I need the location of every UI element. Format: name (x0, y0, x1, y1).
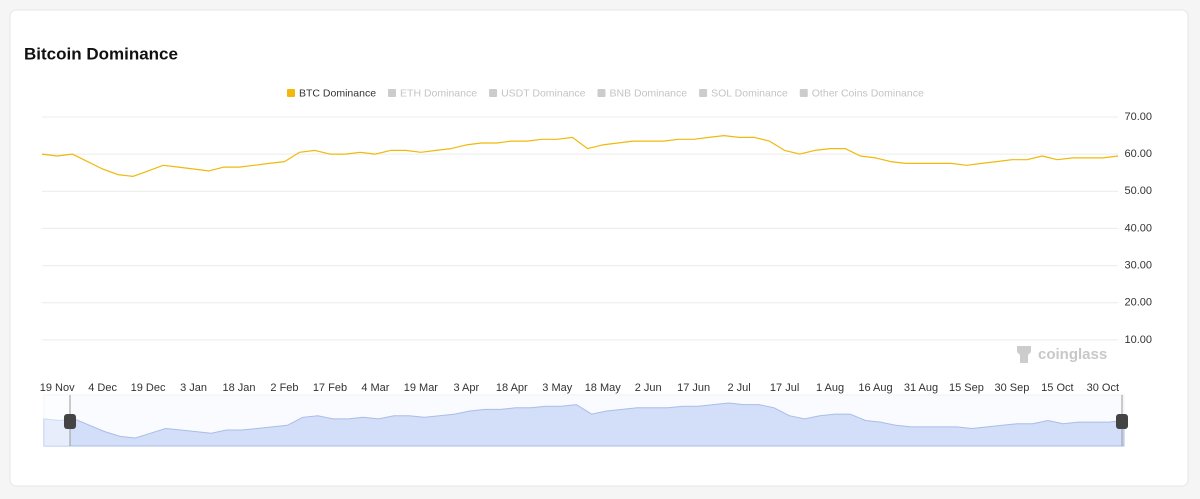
y-tick-label: 50.00 (1124, 185, 1152, 197)
legend-swatch[interactable] (287, 89, 295, 97)
y-tick-label: 10.00 (1124, 334, 1152, 346)
x-tick-label: 3 Jan (180, 382, 207, 394)
legend-label[interactable]: ETH Dominance (400, 87, 477, 99)
y-tick-label: 30.00 (1124, 259, 1152, 271)
legend-label[interactable]: BTC Dominance (299, 87, 376, 99)
x-tick-label: 31 Aug (904, 382, 938, 394)
x-tick-label: 1 Aug (816, 382, 844, 394)
y-tick-label: 60.00 (1124, 148, 1152, 160)
legend-label[interactable]: USDT Dominance (501, 87, 586, 99)
card (9, 9, 1189, 487)
x-tick-label: 30 Oct (1087, 382, 1119, 394)
watermark-text: coinglass (1038, 346, 1107, 363)
x-tick-label: 17 Jun (677, 382, 710, 394)
chart-title: Bitcoin Dominance (24, 44, 178, 63)
x-tick-label: 2 Jul (728, 382, 751, 394)
watermark: coinglass (1017, 346, 1107, 363)
x-tick-label: 17 Jul (770, 382, 799, 394)
y-tick-label: 70.00 (1124, 111, 1152, 123)
navigator-handle[interactable] (1116, 414, 1128, 429)
x-tick-label: 19 Mar (404, 382, 439, 394)
x-tick-label: 17 Feb (313, 382, 347, 394)
x-tick-label: 19 Dec (131, 382, 166, 394)
x-tick-label: 18 May (585, 382, 622, 394)
x-tick-label: 18 Jan (222, 382, 255, 394)
legend-swatch[interactable] (799, 89, 808, 97)
x-tick-label: 30 Sep (994, 382, 1029, 394)
x-tick-label: 15 Sep (949, 382, 984, 394)
x-tick-label: 19 Nov (40, 382, 75, 394)
x-tick-label: 18 Apr (496, 382, 528, 394)
y-tick-label: 40.00 (1124, 222, 1152, 234)
x-tick-label: 4 Mar (361, 382, 389, 394)
legend-swatch[interactable] (489, 89, 498, 97)
legend-swatch[interactable] (388, 89, 397, 97)
legend-swatch[interactable] (699, 89, 708, 97)
x-tick-label: 16 Aug (858, 382, 892, 394)
y-tick-label: 20.00 (1124, 297, 1152, 309)
x-tick-label: 3 May (542, 382, 572, 394)
x-tick-label: 2 Feb (270, 382, 298, 394)
x-tick-label: 2 Jun (635, 382, 662, 394)
navigator-handle[interactable] (64, 414, 76, 429)
legend-label[interactable]: BNB Dominance (609, 87, 687, 99)
series-line (41, 135, 1119, 177)
legend-swatch[interactable] (597, 89, 606, 97)
navigator-area (43, 402, 1125, 447)
x-tick-label: 3 Apr (453, 382, 479, 394)
x-tick-label: 4 Dec (88, 382, 117, 394)
watermark-icon (1017, 346, 1031, 363)
legend-label[interactable]: Other Coins Dominance (812, 87, 924, 99)
x-tick-label: 15 Oct (1041, 382, 1073, 394)
legend-label[interactable]: SOL Dominance (711, 87, 788, 99)
